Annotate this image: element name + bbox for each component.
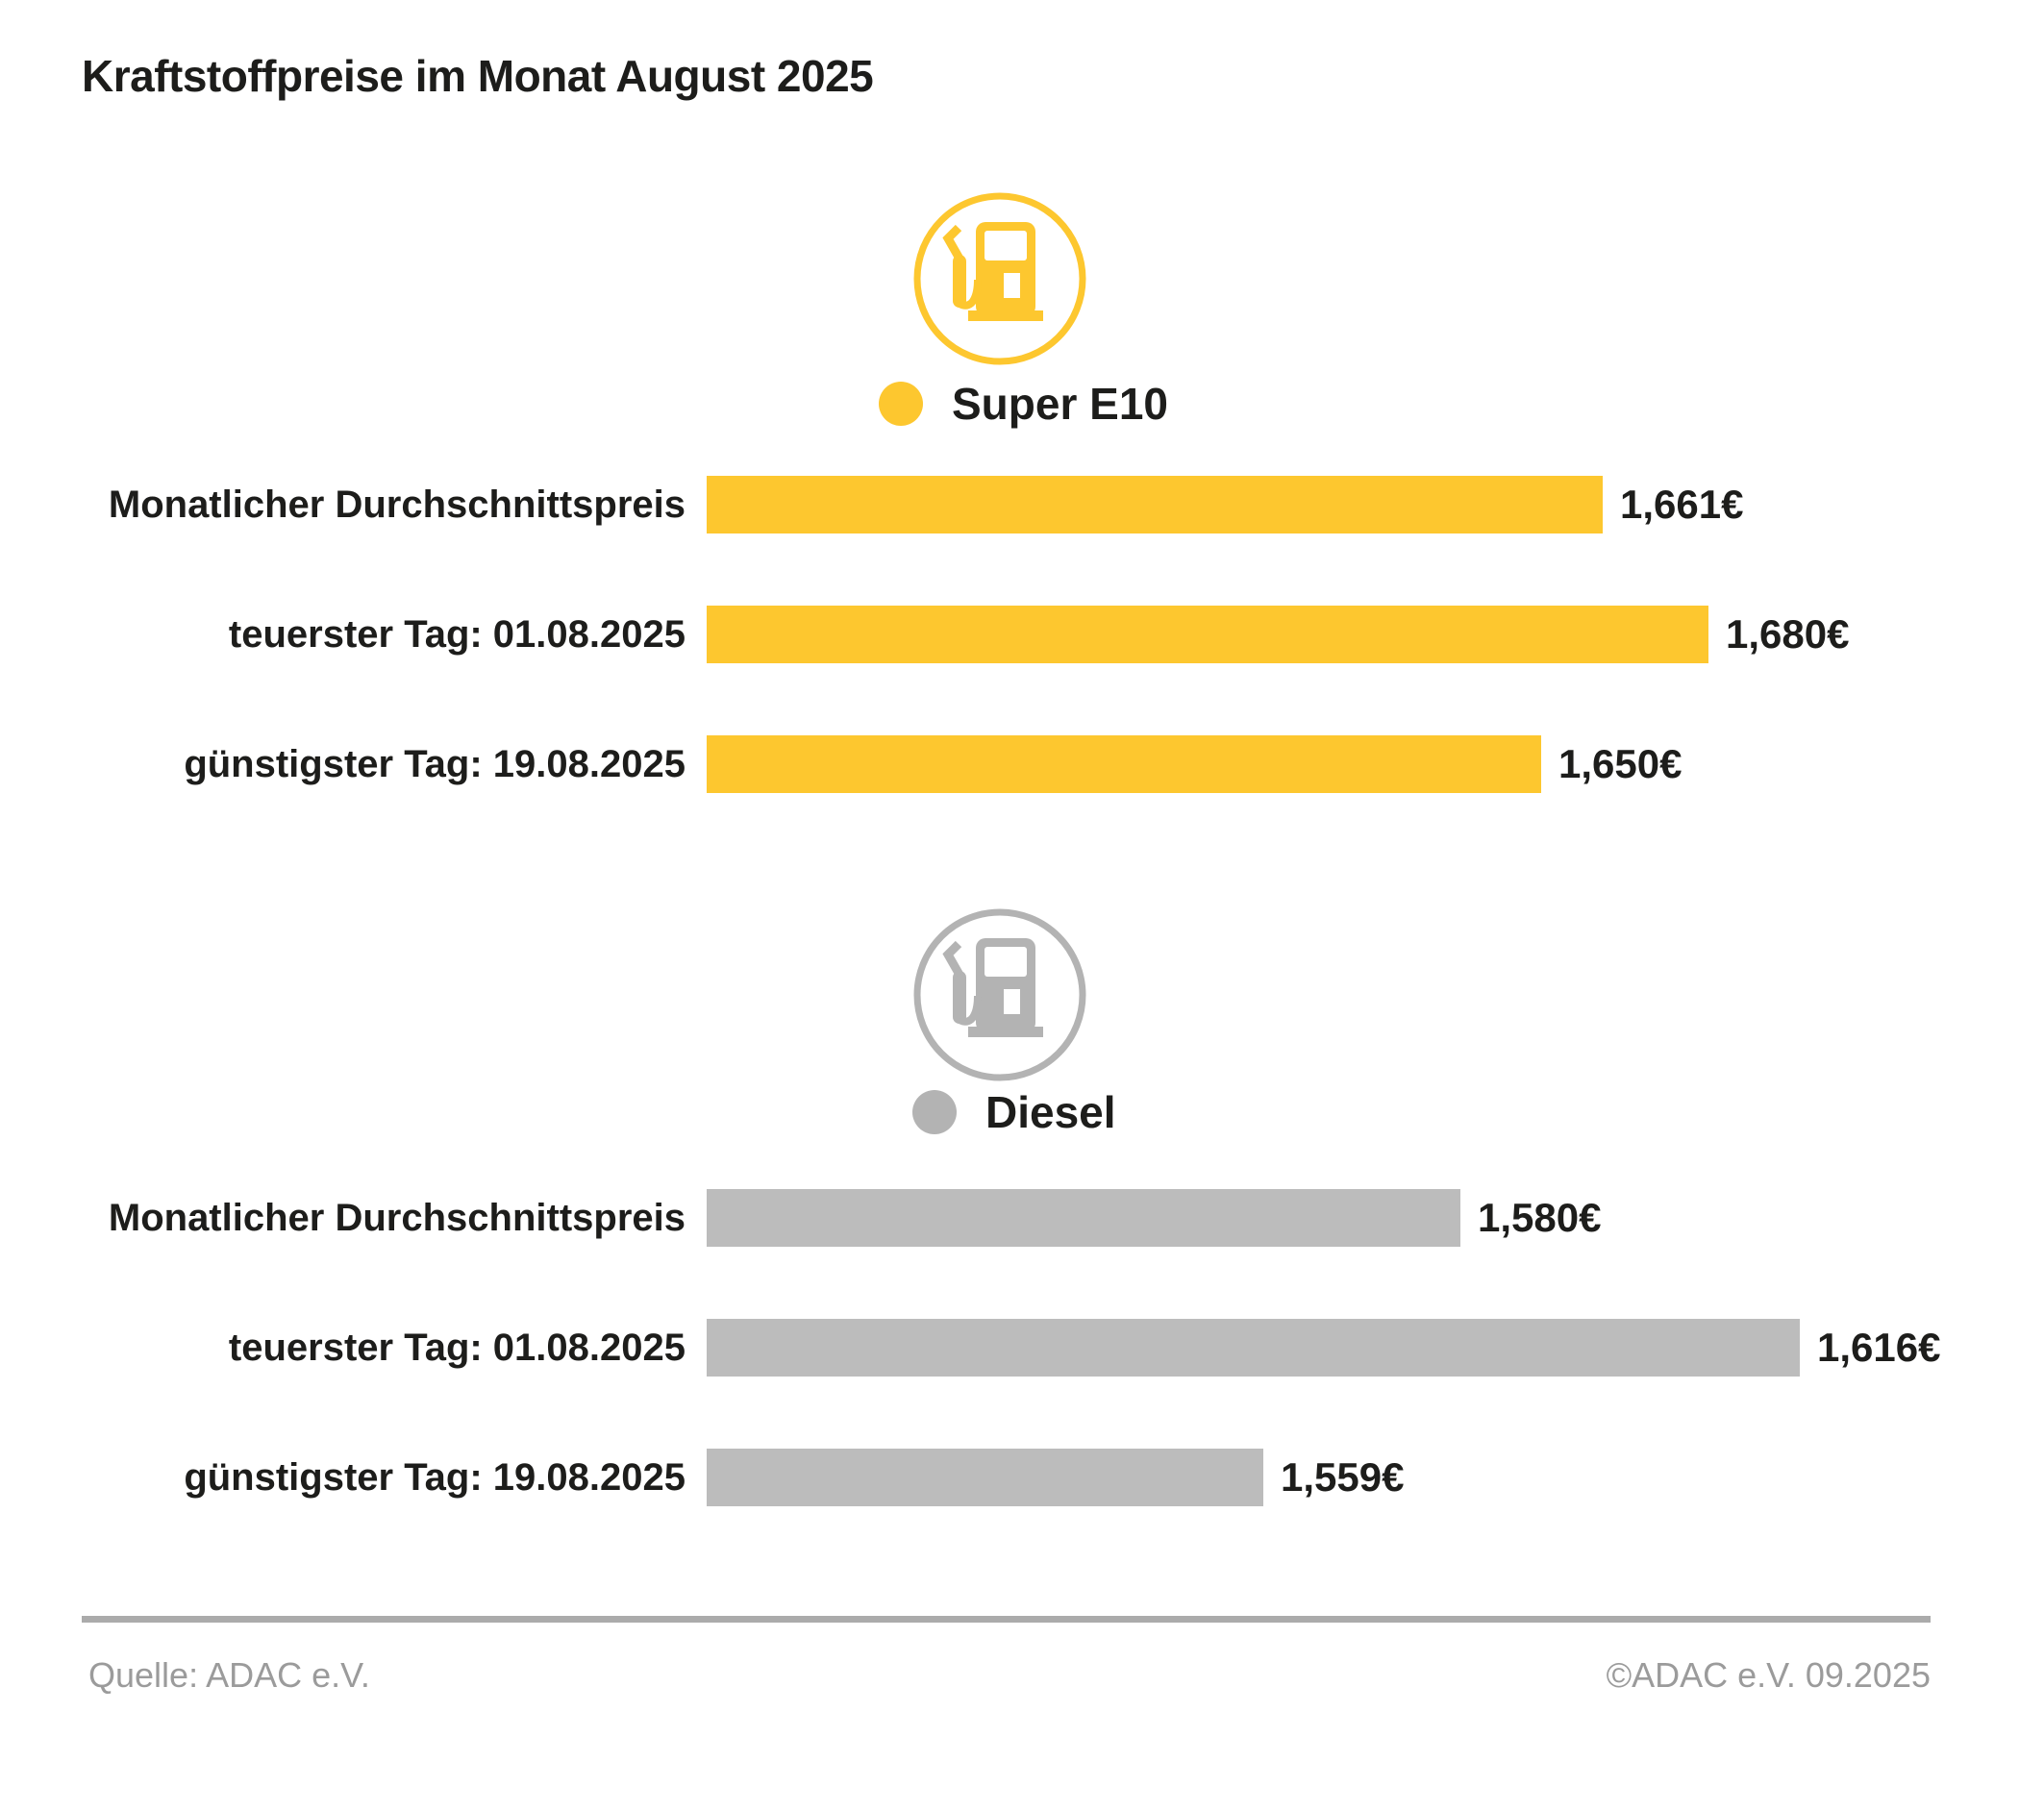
footer-copyright: ©ADAC e.V. 09.2025 [1606, 1655, 1931, 1695]
legend-diesel: Diesel [912, 1090, 1116, 1134]
bar-diesel-min [707, 1449, 1263, 1506]
bar-row-diesel-max: teuerster Tag: 01.08.2025 1,616€ [0, 1319, 2044, 1377]
bar-row-super-min: günstigster Tag: 19.08.2025 1,650€ [0, 735, 2044, 793]
bar-row-diesel-min: günstigster Tag: 19.08.2025 1,559€ [0, 1449, 2044, 1506]
fuel-pump-icon-diesel [909, 904, 1091, 1086]
row-label-min-day: günstigster Tag: 19.08.2025 [184, 1456, 685, 1499]
bar-super-min [707, 735, 1541, 793]
legend-dot-diesel [912, 1090, 957, 1134]
footer-source: Quelle: ADAC e.V. [88, 1655, 370, 1695]
bar-value-super-max: 1,680€ [1726, 611, 1850, 657]
bar-value-super-min: 1,650€ [1558, 741, 1683, 786]
bar-row-super-max: teuerster Tag: 01.08.2025 1,680€ [0, 606, 2044, 663]
row-label-max-day: teuerster Tag: 01.08.2025 [228, 1327, 685, 1369]
bar-value-diesel-min: 1,559€ [1281, 1454, 1405, 1500]
row-label-min-day: günstigster Tag: 19.08.2025 [184, 743, 685, 785]
row-label-average: Monatlicher Durchschnittspreis [108, 1197, 685, 1239]
bar-value-diesel-max: 1,616€ [1817, 1325, 1941, 1370]
fuel-pump-icon-super [909, 187, 1091, 370]
bar-value-diesel-average: 1,580€ [1478, 1195, 1602, 1240]
page-title: Kraftstoffpreise im Monat August 2025 [82, 51, 874, 101]
legend-dot-super [879, 382, 923, 426]
bar-row-super-average: Monatlicher Durchschnittspreis 1,661€ [0, 476, 2044, 533]
row-label-max-day: teuerster Tag: 01.08.2025 [228, 613, 685, 656]
row-label-average: Monatlicher Durchschnittspreis [108, 484, 685, 526]
bar-row-diesel-average: Monatlicher Durchschnittspreis 1,580€ [0, 1189, 2044, 1247]
bar-diesel-max [707, 1319, 1800, 1377]
legend-label-diesel: Diesel [985, 1087, 1116, 1137]
bar-value-super-average: 1,661€ [1620, 482, 1744, 527]
bar-super-average [707, 476, 1603, 533]
bar-diesel-average [707, 1189, 1460, 1247]
bar-super-max [707, 606, 1708, 663]
legend-label-super: Super E10 [952, 379, 1168, 429]
legend-super-e10: Super E10 [879, 382, 1168, 426]
footer-divider [82, 1616, 1931, 1623]
